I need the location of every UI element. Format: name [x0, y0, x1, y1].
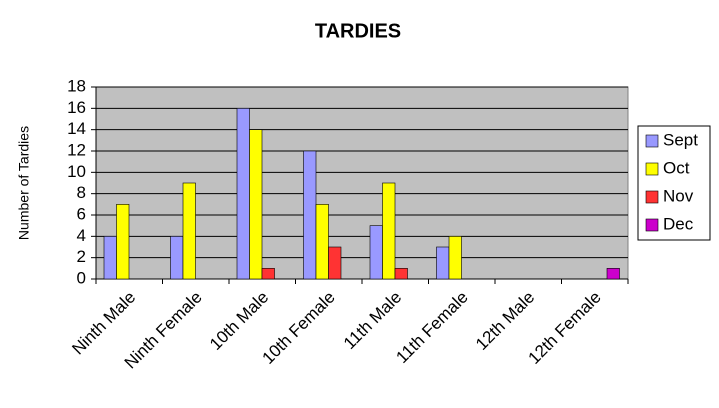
- bar: [103, 236, 117, 280]
- bar: [116, 204, 130, 280]
- legend-label: Dec: [663, 214, 694, 233]
- x-tick-label: 11th Female: [392, 288, 471, 367]
- bar: [261, 268, 275, 280]
- y-tick-label: 2: [77, 247, 86, 266]
- bar: [170, 236, 184, 280]
- legend-label: Oct: [663, 158, 690, 177]
- legend-swatch: [645, 134, 659, 148]
- x-tick-label: 11th Male: [340, 288, 405, 353]
- chart-title: TARDIES: [315, 20, 401, 42]
- y-tick-label: 6: [77, 204, 86, 223]
- bar: [303, 150, 317, 280]
- y-tick-label: 18: [67, 76, 86, 95]
- bar: [182, 182, 196, 280]
- bar: [249, 129, 263, 280]
- legend-swatch: [645, 218, 659, 232]
- bar: [328, 246, 342, 280]
- bar: [394, 268, 408, 280]
- y-tick-label: 16: [67, 98, 86, 117]
- y-tick-label: 14: [67, 119, 86, 138]
- x-tick-label: 12th Male: [472, 288, 538, 354]
- y-tick-label: 0: [77, 268, 86, 287]
- legend-label: Sept: [663, 130, 698, 149]
- y-tick-label: 10: [67, 162, 86, 181]
- bar: [382, 182, 396, 280]
- y-axis-label: Number of Tardies: [16, 126, 32, 240]
- y-tick-label: 8: [77, 183, 86, 202]
- bar: [606, 268, 620, 280]
- bar: [369, 225, 383, 280]
- y-tick-label: 12: [67, 140, 86, 159]
- legend-swatch: [645, 162, 659, 176]
- bar: [436, 246, 450, 280]
- y-tick-label: 4: [77, 226, 86, 245]
- bar: [236, 108, 250, 280]
- x-tick-label: Ninth Male: [68, 288, 139, 359]
- bar: [448, 236, 462, 280]
- legend-swatch: [645, 190, 659, 204]
- bar: [315, 204, 329, 280]
- legend-label: Nov: [663, 186, 694, 205]
- x-tick-label: 10th Male: [206, 288, 272, 354]
